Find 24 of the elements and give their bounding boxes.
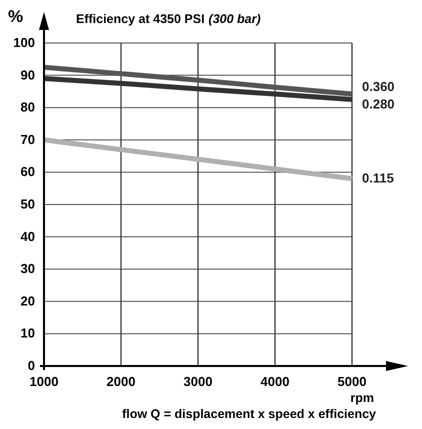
x-tick-label: 5000: [338, 374, 366, 389]
series-label: 0.115: [362, 170, 394, 186]
y-tick-label: 60: [20, 164, 35, 180]
series-label: 0.360: [362, 79, 395, 94]
x-tick-label: 4000: [260, 374, 290, 389]
x-tick-label: 2000: [106, 374, 136, 389]
chart-subtitle: (300 bar): [208, 12, 261, 26]
x-tick-label: 3000: [184, 374, 212, 389]
y-tick-label: 50: [20, 196, 35, 212]
series-label: 0.280: [362, 96, 395, 112]
y-tick-label: 20: [20, 293, 35, 308]
x-tick-label: 1000: [30, 374, 58, 389]
y-tick-label: 70: [20, 132, 35, 147]
y-tick-label: 0: [28, 358, 35, 373]
y-tick-label: 10: [20, 326, 35, 341]
y-tick-label: 80: [20, 100, 35, 115]
y-axis-title: %: [8, 7, 24, 26]
y-tick-label: 40: [20, 228, 35, 244]
y-tick-label: 30: [20, 261, 35, 276]
y-tick-label: 90: [20, 67, 35, 82]
chart-title: Efficiency at 4350 PSI: [76, 12, 205, 26]
x-axis-title: rpm: [350, 391, 374, 405]
text: flow Q = displacement x speed x efficiency: [122, 407, 376, 421]
y-tick-label: 100: [13, 35, 35, 50]
